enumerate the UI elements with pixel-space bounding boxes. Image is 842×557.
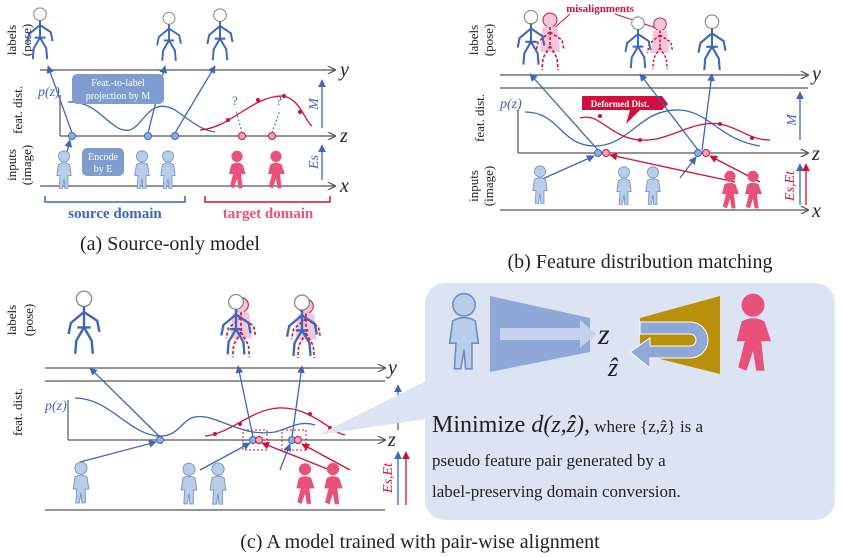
person-target — [229, 151, 246, 189]
domain-label: source domain — [68, 206, 162, 222]
question: ? — [232, 93, 238, 108]
source-distribution — [68, 102, 215, 132]
row-label: feat. dist. — [10, 86, 25, 134]
person-source — [617, 167, 631, 205]
arrow-label: Es,Et — [381, 462, 396, 494]
pz-label: p(z) — [44, 399, 67, 414]
row-label: labels — [4, 305, 19, 335]
axis-label: y — [338, 59, 349, 81]
person-target — [296, 463, 314, 504]
pose-figure — [69, 291, 100, 354]
person-source — [57, 151, 71, 189]
pz-label: p(z) — [499, 97, 522, 112]
arrow-label: Es,Et — [783, 170, 798, 202]
axis-label: z — [387, 429, 396, 451]
axis-label: y — [810, 63, 821, 85]
box-text: label-preserving domain conversion. — [432, 482, 681, 501]
bracket — [205, 196, 330, 202]
person-source — [210, 463, 226, 504]
annotation: misalignments — [566, 3, 635, 15]
domain-label: target domain — [223, 206, 314, 222]
pose-figure — [647, 18, 672, 69]
note-text: Encode — [88, 152, 119, 163]
target-distribution — [200, 96, 312, 130]
callout-text: Deformed Dist. — [591, 99, 649, 109]
axis-label: z — [339, 125, 348, 147]
person-target — [745, 171, 762, 209]
row-label: (pose) — [19, 24, 34, 57]
axis-label: x — [811, 200, 821, 222]
figure: labels (pose) feat. dist. inputs (image)… — [0, 0, 842, 557]
row-label: (pose) — [21, 304, 36, 337]
body: {"panel_a": {"row_labels": {"labels": ["… — [0, 0, 842, 557]
pz-label: p(z) — [37, 85, 60, 100]
note-text: projection by M — [86, 91, 151, 102]
pose-figure — [518, 10, 545, 64]
axis-label: x — [339, 175, 349, 197]
row-label: inputs — [466, 170, 481, 202]
note-text: by E — [94, 164, 113, 175]
row-label: feat. dist. — [10, 388, 25, 436]
row-label: inputs — [4, 149, 19, 181]
box-text-part: d(z,ẑ), — [531, 412, 590, 438]
box-text-part: Minimize — [432, 412, 531, 438]
person-target — [722, 171, 739, 209]
person-source — [533, 166, 547, 204]
source-distribution — [75, 398, 315, 436]
arrow-label: Es — [307, 154, 322, 170]
row-label: (pose) — [481, 24, 496, 57]
person-target — [268, 151, 285, 189]
pose-figure — [157, 12, 181, 60]
arrows — [610, 155, 760, 182]
person-source — [181, 463, 197, 504]
person-source — [646, 167, 660, 205]
question: ? — [276, 93, 282, 108]
caption: (a) Source-only model — [80, 233, 260, 255]
person-source — [73, 462, 89, 503]
callout-wedge — [318, 378, 432, 435]
person-target — [324, 463, 342, 504]
annotation-lines — [552, 14, 662, 30]
person-source — [135, 151, 149, 189]
row-label: labels — [466, 25, 481, 55]
person-source — [161, 151, 175, 189]
row-label: (image) — [19, 145, 34, 185]
box-text: pseudo feature pair generated by a — [432, 451, 666, 470]
arrow-label: M — [785, 113, 800, 127]
dashed-links — [236, 110, 280, 133]
caption: (b) Feature distribution matching — [508, 251, 773, 273]
panel-c: labels (pose) feat. dist. y z M Es,Et p(… — [4, 283, 835, 553]
z-label: z — [597, 318, 610, 351]
row-label: labels — [4, 25, 19, 55]
row-label: feat. dist. — [472, 94, 487, 142]
z-hat-label: ẑ — [607, 353, 619, 382]
bracket — [45, 196, 185, 202]
arrow-label: M — [307, 97, 322, 111]
row-label: (image) — [481, 166, 496, 206]
pose-figure — [207, 9, 232, 60]
axis-label: z — [811, 143, 820, 165]
pose-figure — [536, 13, 564, 70]
panel-a: labels (pose) feat. dist. inputs (image)… — [4, 8, 349, 255]
note-text: Feat.-to-label — [91, 78, 145, 89]
caption: (c) A model trained with pair-wise align… — [240, 531, 600, 553]
pose-figure — [698, 15, 725, 70]
axis-label: y — [386, 357, 397, 379]
box-text-part: where {z,ẑ} is a — [590, 417, 704, 436]
panel-b: misalignments labels (pose) feat. dist. … — [466, 3, 821, 273]
page: body { margin: 0; background: #fff; font… — [0, 0, 842, 557]
